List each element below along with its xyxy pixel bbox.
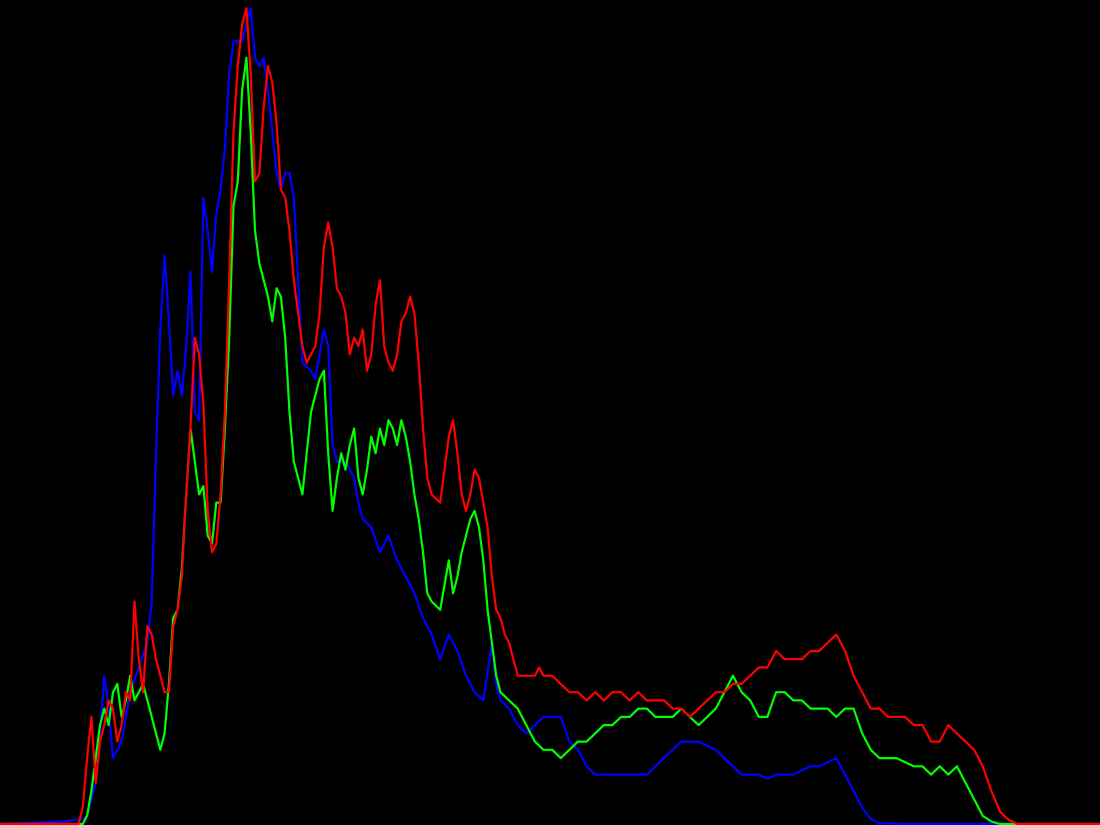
series-layer — [0, 7, 1100, 825]
blue-channel-line — [0, 7, 1100, 825]
red-channel-line — [0, 7, 1100, 825]
